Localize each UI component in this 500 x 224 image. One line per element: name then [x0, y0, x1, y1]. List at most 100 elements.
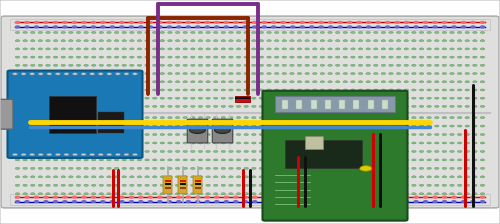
- Circle shape: [381, 48, 386, 50]
- Circle shape: [298, 117, 302, 119]
- Circle shape: [168, 196, 172, 198]
- Circle shape: [92, 26, 96, 28]
- Circle shape: [471, 22, 475, 23]
- Circle shape: [72, 26, 76, 28]
- Circle shape: [328, 97, 332, 99]
- Circle shape: [30, 134, 35, 136]
- Circle shape: [434, 167, 439, 169]
- Circle shape: [434, 106, 439, 108]
- Circle shape: [319, 201, 323, 202]
- Circle shape: [366, 97, 370, 99]
- Circle shape: [290, 176, 294, 178]
- Circle shape: [82, 201, 86, 202]
- Circle shape: [46, 106, 50, 108]
- Circle shape: [305, 64, 310, 66]
- Circle shape: [46, 117, 50, 119]
- Circle shape: [480, 134, 485, 136]
- Bar: [164, 183, 170, 185]
- Circle shape: [206, 184, 210, 186]
- Circle shape: [98, 73, 103, 75]
- Circle shape: [145, 40, 150, 42]
- Circle shape: [38, 176, 42, 178]
- Circle shape: [84, 159, 88, 161]
- Circle shape: [282, 73, 286, 75]
- Circle shape: [21, 73, 26, 75]
- Circle shape: [312, 97, 317, 99]
- Circle shape: [30, 81, 35, 83]
- Circle shape: [442, 32, 446, 34]
- Circle shape: [168, 73, 172, 75]
- Circle shape: [84, 125, 88, 127]
- Circle shape: [228, 48, 233, 50]
- Circle shape: [252, 22, 256, 23]
- Circle shape: [234, 201, 238, 202]
- Circle shape: [267, 167, 272, 169]
- Circle shape: [358, 184, 363, 186]
- Circle shape: [244, 134, 248, 136]
- Circle shape: [358, 134, 363, 136]
- Circle shape: [122, 184, 126, 186]
- Circle shape: [404, 142, 408, 144]
- Circle shape: [30, 193, 35, 195]
- Circle shape: [442, 159, 446, 161]
- Circle shape: [290, 125, 294, 127]
- Circle shape: [107, 153, 112, 156]
- Circle shape: [252, 151, 256, 153]
- Circle shape: [99, 64, 103, 66]
- Circle shape: [350, 151, 355, 153]
- Circle shape: [298, 97, 302, 99]
- Circle shape: [290, 81, 294, 83]
- Circle shape: [366, 193, 370, 195]
- Circle shape: [328, 117, 332, 119]
- Circle shape: [130, 184, 134, 186]
- Bar: [235, 96, 250, 102]
- Circle shape: [130, 106, 134, 108]
- Circle shape: [137, 134, 141, 136]
- Circle shape: [427, 56, 432, 58]
- Circle shape: [206, 201, 210, 202]
- Circle shape: [396, 73, 401, 75]
- Circle shape: [442, 201, 446, 202]
- Circle shape: [183, 176, 188, 178]
- Circle shape: [244, 201, 248, 202]
- Circle shape: [106, 184, 111, 186]
- Circle shape: [190, 167, 195, 169]
- Circle shape: [290, 151, 294, 153]
- Circle shape: [298, 73, 302, 75]
- Circle shape: [458, 117, 462, 119]
- Circle shape: [198, 167, 202, 169]
- Circle shape: [282, 142, 286, 144]
- Bar: [164, 180, 170, 182]
- Circle shape: [54, 134, 58, 136]
- Circle shape: [152, 97, 157, 99]
- Circle shape: [23, 64, 28, 66]
- Circle shape: [30, 32, 35, 34]
- Circle shape: [328, 40, 332, 42]
- Circle shape: [15, 89, 20, 91]
- Circle shape: [34, 196, 38, 198]
- Circle shape: [132, 73, 138, 75]
- Circle shape: [366, 134, 370, 136]
- Circle shape: [282, 167, 286, 169]
- Circle shape: [198, 117, 202, 119]
- Circle shape: [168, 159, 172, 161]
- Circle shape: [122, 106, 126, 108]
- Circle shape: [360, 166, 372, 171]
- Circle shape: [389, 32, 394, 34]
- Circle shape: [414, 196, 418, 198]
- Circle shape: [160, 159, 164, 161]
- Circle shape: [152, 73, 157, 75]
- Circle shape: [228, 167, 233, 169]
- Circle shape: [343, 64, 347, 66]
- Circle shape: [328, 167, 332, 169]
- Circle shape: [300, 26, 304, 28]
- Circle shape: [160, 106, 164, 108]
- Circle shape: [160, 125, 164, 127]
- Circle shape: [381, 159, 386, 161]
- Circle shape: [328, 56, 332, 58]
- Circle shape: [381, 151, 386, 153]
- Circle shape: [442, 56, 446, 58]
- Circle shape: [152, 64, 157, 66]
- Circle shape: [130, 167, 134, 169]
- Circle shape: [90, 73, 94, 75]
